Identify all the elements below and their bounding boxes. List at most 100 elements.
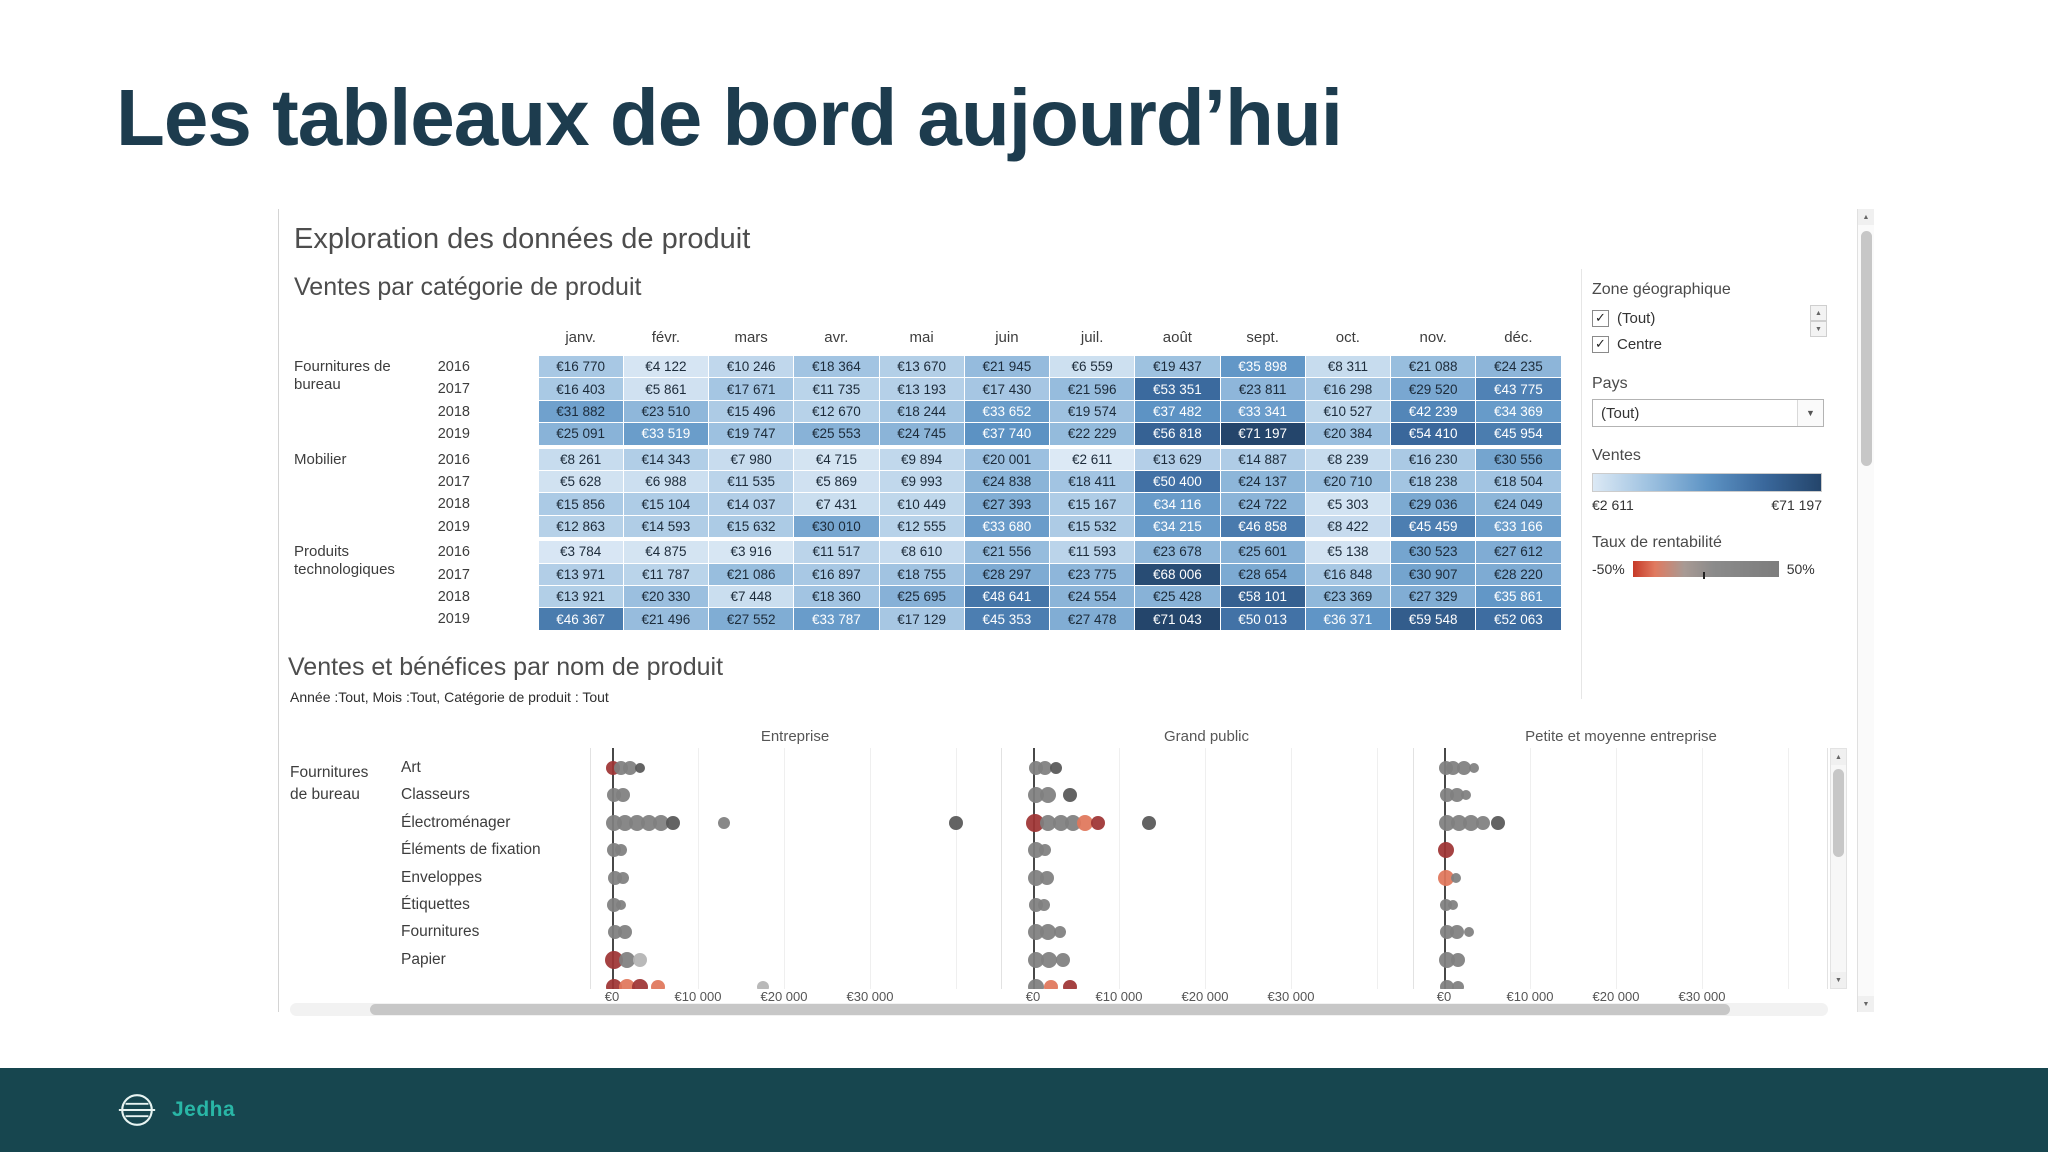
heatmap-cell[interactable]: €8 261 — [538, 448, 623, 470]
data-point[interactable] — [1050, 762, 1063, 774]
data-point[interactable] — [1027, 924, 1044, 941]
data-point[interactable] — [615, 900, 626, 910]
heatmap-cell[interactable]: €24 554 — [1050, 586, 1135, 608]
data-point[interactable] — [604, 950, 623, 969]
heatmap-cell[interactable]: €50 400 — [1135, 471, 1220, 493]
data-point[interactable] — [1437, 842, 1454, 859]
heatmap-cell[interactable]: €56 818 — [1135, 423, 1220, 445]
heatmap-cell[interactable]: €30 010 — [794, 515, 879, 538]
heatmap-cell[interactable]: €15 532 — [1050, 515, 1135, 538]
heatmap-cell[interactable]: €18 238 — [1391, 471, 1476, 493]
data-point[interactable] — [1027, 869, 1044, 886]
data-point[interactable] — [605, 979, 622, 989]
heatmap-cell[interactable]: €30 523 — [1391, 541, 1476, 563]
data-point[interactable] — [1056, 952, 1071, 967]
data-point[interactable] — [1038, 899, 1051, 911]
heatmap-cell[interactable]: €25 601 — [1220, 541, 1305, 563]
data-point[interactable] — [1027, 979, 1044, 989]
heatmap-cell[interactable]: €11 517 — [794, 541, 879, 563]
heatmap-cell[interactable]: €59 548 — [1391, 608, 1476, 630]
heatmap-cell[interactable]: €5 303 — [1305, 493, 1390, 515]
heatmap-cell[interactable]: €17 129 — [879, 608, 964, 630]
heatmap-cell[interactable]: €31 882 — [538, 400, 623, 423]
data-point[interactable] — [633, 952, 648, 967]
data-point[interactable] — [1041, 951, 1058, 968]
data-point[interactable] — [653, 814, 670, 831]
heatmap-cell[interactable]: €7 431 — [794, 493, 879, 515]
data-point[interactable] — [1040, 814, 1057, 831]
heatmap-cell[interactable]: €6 988 — [623, 471, 708, 493]
heatmap-cell[interactable]: €16 770 — [538, 356, 623, 378]
heatmap-cell[interactable]: €28 297 — [964, 563, 1049, 585]
heatmap-cell[interactable]: €12 555 — [879, 515, 964, 538]
heatmap-cell[interactable]: €29 036 — [1391, 493, 1476, 515]
data-point[interactable] — [634, 763, 645, 773]
data-point[interactable] — [1052, 814, 1069, 831]
data-point[interactable] — [1027, 787, 1044, 804]
heatmap-cell[interactable]: €22 229 — [1050, 423, 1135, 445]
scroll-up-button[interactable]: ▲ — [1831, 749, 1846, 765]
heatmap-cell[interactable]: €33 680 — [964, 515, 1049, 538]
heatmap-cell[interactable]: €13 670 — [879, 356, 964, 378]
data-point[interactable] — [1064, 814, 1081, 831]
heatmap-cell[interactable]: €23 678 — [1135, 541, 1220, 563]
heatmap-cell[interactable]: €25 553 — [794, 423, 879, 445]
heatmap-cell[interactable]: €5 869 — [794, 471, 879, 493]
data-point[interactable] — [717, 816, 730, 829]
heatmap-cell[interactable]: €33 787 — [794, 608, 879, 630]
data-point[interactable] — [632, 979, 649, 989]
data-point[interactable] — [1062, 788, 1077, 803]
data-point[interactable] — [1462, 814, 1479, 831]
data-point[interactable] — [1062, 980, 1077, 989]
heatmap-cell[interactable]: €28 654 — [1220, 563, 1305, 585]
heatmap-cell[interactable]: €2 611 — [1050, 448, 1135, 470]
data-point[interactable] — [1438, 814, 1455, 831]
heatmap-cell[interactable]: €3 916 — [709, 541, 794, 563]
heatmap-cell[interactable]: €23 369 — [1305, 586, 1390, 608]
heatmap-cell[interactable]: €71 043 — [1135, 608, 1220, 630]
dashboard-scrollbar-thumb[interactable] — [1861, 231, 1872, 466]
heatmap-cell[interactable]: €54 410 — [1391, 423, 1476, 445]
heatmap-cell[interactable]: €4 715 — [794, 448, 879, 470]
heatmap-cell[interactable]: €16 403 — [538, 378, 623, 400]
scroll-down-button[interactable]: ▼ — [1858, 996, 1874, 1012]
pays-dropdown[interactable]: (Tout) ▼ — [1592, 399, 1824, 427]
checkbox-checked-icon[interactable]: ✓ — [1592, 335, 1609, 353]
heatmap-cell[interactable]: €35 898 — [1220, 356, 1305, 378]
heatmap-cell[interactable]: €8 610 — [879, 541, 964, 563]
heatmap-cell[interactable]: €18 504 — [1476, 471, 1561, 493]
heatmap-cell[interactable]: €24 745 — [879, 423, 964, 445]
heatmap-cell[interactable]: €46 858 — [1220, 515, 1305, 538]
data-point[interactable] — [1038, 761, 1053, 775]
heatmap-cell[interactable]: €27 329 — [1391, 586, 1476, 608]
data-point[interactable] — [1439, 980, 1454, 989]
heatmap-cell[interactable]: €4 122 — [623, 356, 708, 378]
data-point[interactable] — [1027, 951, 1044, 968]
heatmap-cell[interactable]: €11 735 — [794, 378, 879, 400]
heatmap-cell[interactable]: €17 671 — [709, 378, 794, 400]
data-point[interactable] — [1451, 981, 1464, 989]
data-point[interactable] — [1469, 763, 1480, 773]
heatmap-cell[interactable]: €11 787 — [623, 563, 708, 585]
data-point[interactable] — [1142, 815, 1157, 830]
heatmap-cell[interactable]: €8 422 — [1305, 515, 1390, 538]
heatmap-cell[interactable]: €46 367 — [538, 608, 623, 630]
heatmap-cell[interactable]: €37 482 — [1135, 400, 1220, 423]
data-point[interactable] — [1451, 872, 1462, 883]
dashboard-scrollbar[interactable]: ▲ ▼ — [1857, 209, 1874, 1012]
heatmap-cell[interactable]: €15 167 — [1050, 493, 1135, 515]
heatmap-cell[interactable]: €24 049 — [1476, 493, 1561, 515]
checkbox-checked-icon[interactable]: ✓ — [1592, 309, 1609, 327]
heatmap-cell[interactable]: €23 811 — [1220, 378, 1305, 400]
heatmap-cell[interactable]: €20 001 — [964, 448, 1049, 470]
data-point[interactable] — [1438, 951, 1455, 968]
heatmap-cell[interactable]: €45 459 — [1391, 515, 1476, 538]
dotplot-scrollbar-thumb[interactable] — [1833, 769, 1844, 857]
heatmap-cell[interactable]: €53 351 — [1135, 378, 1220, 400]
data-point[interactable] — [1039, 924, 1056, 941]
heatmap-cell[interactable]: €30 907 — [1391, 563, 1476, 585]
data-point[interactable] — [1039, 787, 1056, 804]
heatmap-cell[interactable]: €14 343 — [623, 448, 708, 470]
heatmap-cell[interactable]: €34 116 — [1135, 493, 1220, 515]
data-point[interactable] — [1039, 870, 1054, 885]
